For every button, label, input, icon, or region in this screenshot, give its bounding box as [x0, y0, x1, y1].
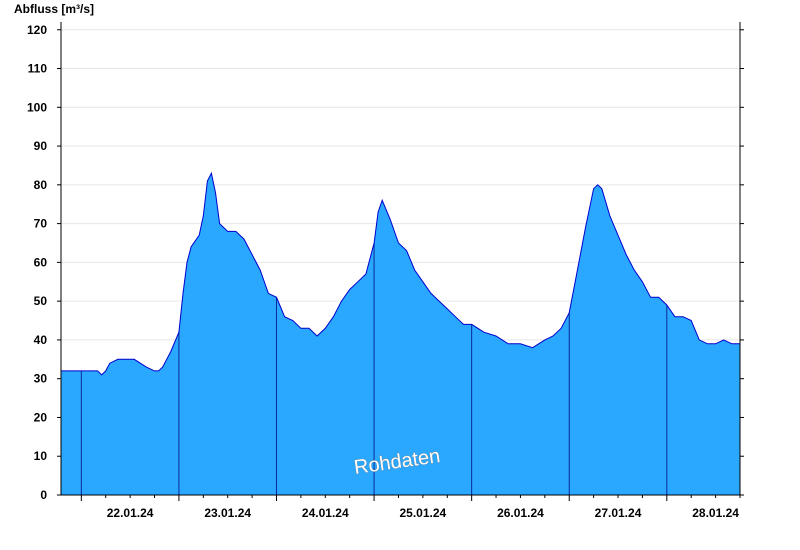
y-tick-label-20: 20 [34, 410, 48, 424]
y-ticks: 0 10 20 30 40 50 60 70 80 90 100 110 120 [27, 23, 744, 502]
y-tick-label-80: 80 [34, 178, 48, 192]
y-tick-label-30: 30 [34, 372, 48, 386]
discharge-line [61, 171, 740, 376]
y-tick-label-110: 110 [28, 62, 48, 76]
axes [60, 22, 741, 496]
y-axis-label: Abfluss [m³/s] [14, 2, 94, 16]
x-tick-label: 26.01.24 [497, 506, 544, 520]
y-tick-label-50: 50 [34, 294, 48, 308]
y-tick-label-70: 70 [34, 217, 48, 231]
discharge-area [61, 173, 740, 495]
y-tick-label-100: 100 [27, 100, 47, 114]
x-tick-label: 28.01.24 [692, 506, 739, 520]
x-tick-label: 27.01.24 [595, 506, 642, 520]
y-tick-label-60: 60 [34, 255, 48, 269]
y-tick-label-10: 10 [34, 449, 48, 463]
day-separator-lines [80, 242, 668, 495]
x-tick-label: 25.01.24 [400, 506, 447, 520]
y-tick-label-90: 90 [34, 139, 48, 153]
x-tick-label: 23.01.24 [204, 506, 251, 520]
x-ticks: 22.01.24 23.01.24 24.01.24 25.01.24 26.01.24… [80, 495, 741, 520]
x-tick-label: 24.01.24 [302, 506, 349, 520]
y-tick-label-40: 40 [34, 333, 48, 347]
y-tick-label-120: 120 [27, 23, 47, 37]
x-tick-label: 22.01.24 [107, 506, 154, 520]
y-tick-label-0: 0 [40, 488, 47, 502]
